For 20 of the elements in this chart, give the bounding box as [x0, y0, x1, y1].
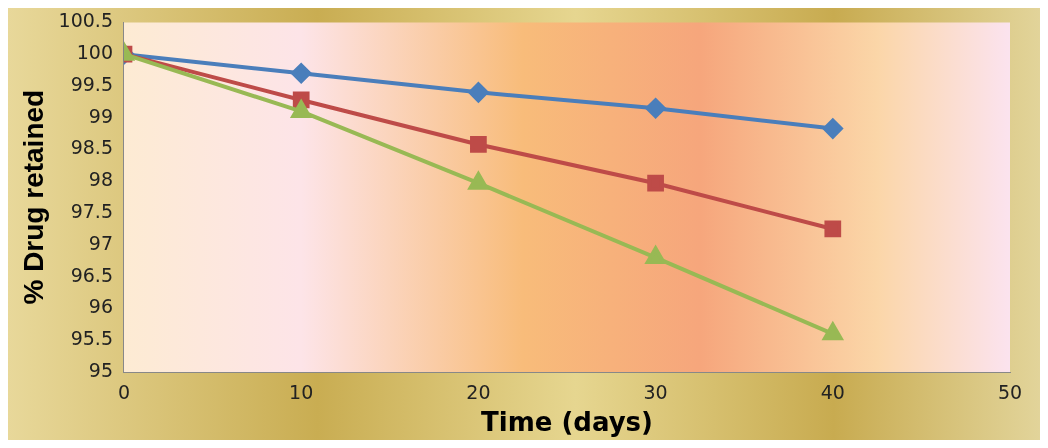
y-tick-label: 98 [88, 168, 113, 191]
y-tick-label: 99 [88, 104, 113, 127]
x-tick-label: 20 [466, 381, 491, 404]
x-tick-label: 10 [289, 381, 314, 404]
x-axis-title: Time (days) [481, 407, 653, 438]
y-tick-label: 97.5 [70, 200, 113, 223]
y-tick-label: 97 [88, 231, 113, 254]
x-tick-label: 50 [997, 381, 1023, 404]
y-tick-label: 100 [76, 41, 113, 64]
y-tick-label: 98.5 [70, 136, 113, 159]
y-tick-label: 100.5 [58, 9, 113, 32]
y-tick-label: 95.5 [70, 327, 113, 350]
y-tick-label: 99.5 [70, 72, 113, 95]
x-tick-label: 0 [117, 381, 131, 404]
y-axis-title: % Drug retained [17, 89, 49, 305]
y-tick-label: 96.5 [70, 263, 113, 286]
y-tick-label: 95 [88, 358, 113, 381]
x-tick-label: 40 [820, 381, 845, 404]
y-tick-label: 96 [88, 295, 113, 318]
x-tick-label: 30 [643, 381, 668, 404]
